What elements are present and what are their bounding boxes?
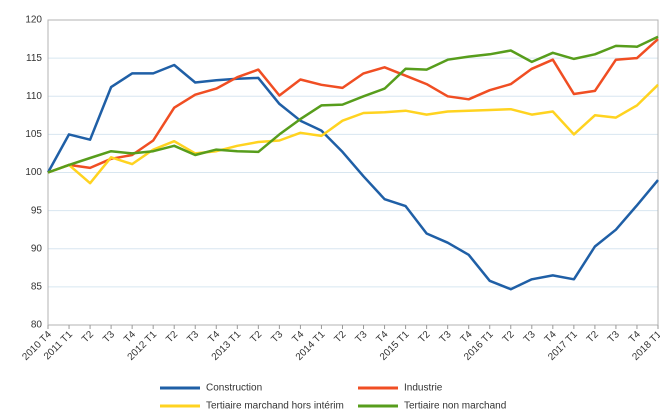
series-line bbox=[47, 35, 659, 174]
legend-label: Tertiaire marchand hors intérim bbox=[206, 401, 344, 412]
y-tick-label: 100 bbox=[25, 167, 42, 178]
x-tick-label: T2 bbox=[164, 329, 180, 345]
y-tick-label: 105 bbox=[25, 129, 42, 140]
x-tick-label: T2 bbox=[417, 329, 433, 345]
y-tick-label: 95 bbox=[31, 205, 43, 216]
y-tick-label: 80 bbox=[31, 320, 43, 331]
y-tick-label: 90 bbox=[31, 243, 43, 254]
x-tick-label: T4 bbox=[375, 329, 391, 345]
legend-label: Construction bbox=[206, 383, 262, 394]
x-tick-label: T4 bbox=[122, 329, 138, 345]
legend-label: Industrie bbox=[404, 383, 443, 394]
y-tick-label: 115 bbox=[26, 53, 42, 64]
x-tick-label: T3 bbox=[185, 329, 201, 345]
x-tick-label: T3 bbox=[606, 329, 622, 345]
series-line bbox=[47, 38, 659, 174]
y-tick-label: 110 bbox=[26, 91, 42, 102]
legend-label: Tertiaire non marchand bbox=[404, 401, 506, 412]
x-tick-label: T4 bbox=[206, 329, 222, 345]
y-tick-label: 85 bbox=[31, 282, 43, 293]
x-tick-label: T3 bbox=[269, 329, 285, 345]
x-tick-label: T2 bbox=[585, 329, 601, 345]
x-tick-label: T2 bbox=[332, 329, 348, 345]
series-line bbox=[46, 63, 659, 291]
x-tick-label: T3 bbox=[522, 329, 538, 345]
x-tick-label: T4 bbox=[290, 329, 306, 345]
x-tick-label: T2 bbox=[80, 329, 96, 345]
x-tick-label: T4 bbox=[543, 329, 559, 345]
x-tick-label: T3 bbox=[353, 329, 369, 345]
x-tick-label: T3 bbox=[101, 329, 117, 345]
x-tick-label: T4 bbox=[627, 329, 643, 345]
x-tick-label: T3 bbox=[438, 329, 454, 345]
x-tick-label: T2 bbox=[501, 329, 517, 345]
x-tick-label: T4 bbox=[459, 329, 475, 345]
y-tick-label: 120 bbox=[25, 15, 42, 26]
x-tick-label: T2 bbox=[248, 329, 264, 345]
